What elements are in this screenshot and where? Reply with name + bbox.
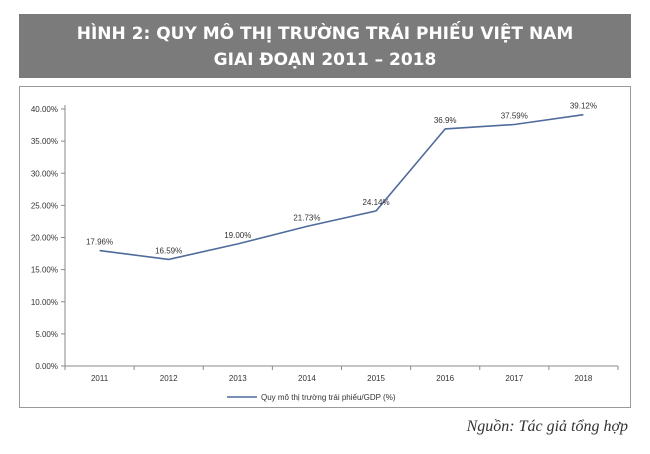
y-tick-label: 25.00% bbox=[31, 201, 58, 210]
y-tick-label: 5.00% bbox=[35, 330, 58, 339]
x-tick-label: 2013 bbox=[229, 374, 247, 383]
x-tick-label: 2012 bbox=[160, 374, 178, 383]
data-label: 37.59% bbox=[501, 111, 528, 120]
x-tick-label: 2011 bbox=[91, 374, 109, 383]
y-tick-label: 30.00% bbox=[31, 169, 58, 178]
data-label: 39.12% bbox=[570, 102, 597, 111]
data-label: 24.14% bbox=[362, 198, 389, 207]
x-tick-label: 2017 bbox=[505, 374, 523, 383]
x-tick-label: 2016 bbox=[436, 374, 454, 383]
line-chart: 0.00% 5.00% 10.00% 15.00% 20.00% 25.00% 30.00%… bbox=[31, 102, 619, 402]
x-tick-label: 2018 bbox=[575, 374, 593, 383]
data-label: 36.9% bbox=[434, 116, 457, 125]
chart-title-line-2: GIAI ĐOẠN 2011 – 2018 bbox=[213, 50, 437, 70]
source-note: Nguồn: Tác giả tổng hợp bbox=[466, 418, 628, 435]
data-label: 21.73% bbox=[293, 213, 320, 222]
legend-label: Quy mô thị trường trái phiếu/GDP (%) bbox=[261, 393, 396, 402]
data-label: 16.59% bbox=[155, 246, 182, 255]
x-tick-label: 2015 bbox=[367, 374, 385, 383]
y-tick-label: 10.00% bbox=[31, 298, 58, 307]
y-tick-label: 0.00% bbox=[35, 362, 58, 371]
y-tick-label: 15.00% bbox=[31, 266, 58, 275]
chart-title-line-1: HÌNH 2: QUY MÔ THỊ TRƯỜNG TRÁI PHIẾU VIỆ… bbox=[76, 24, 574, 44]
y-tick-label: 40.00% bbox=[31, 105, 58, 114]
data-label: 17.96% bbox=[86, 238, 113, 247]
chart-frame: 0.00% 5.00% 10.00% 15.00% 20.00% 25.00% 30.00%… bbox=[19, 86, 631, 408]
chart-title-banner: HÌNH 2: QUY MÔ THỊ TRƯỜNG TRÁI PHIẾU VIỆ… bbox=[19, 14, 631, 78]
x-tick-label: 2014 bbox=[298, 374, 316, 383]
series-line bbox=[99, 113, 584, 261]
y-tick-label: 20.00% bbox=[31, 234, 58, 243]
data-label: 19.00% bbox=[224, 231, 251, 240]
y-tick-label: 35.00% bbox=[31, 137, 58, 146]
